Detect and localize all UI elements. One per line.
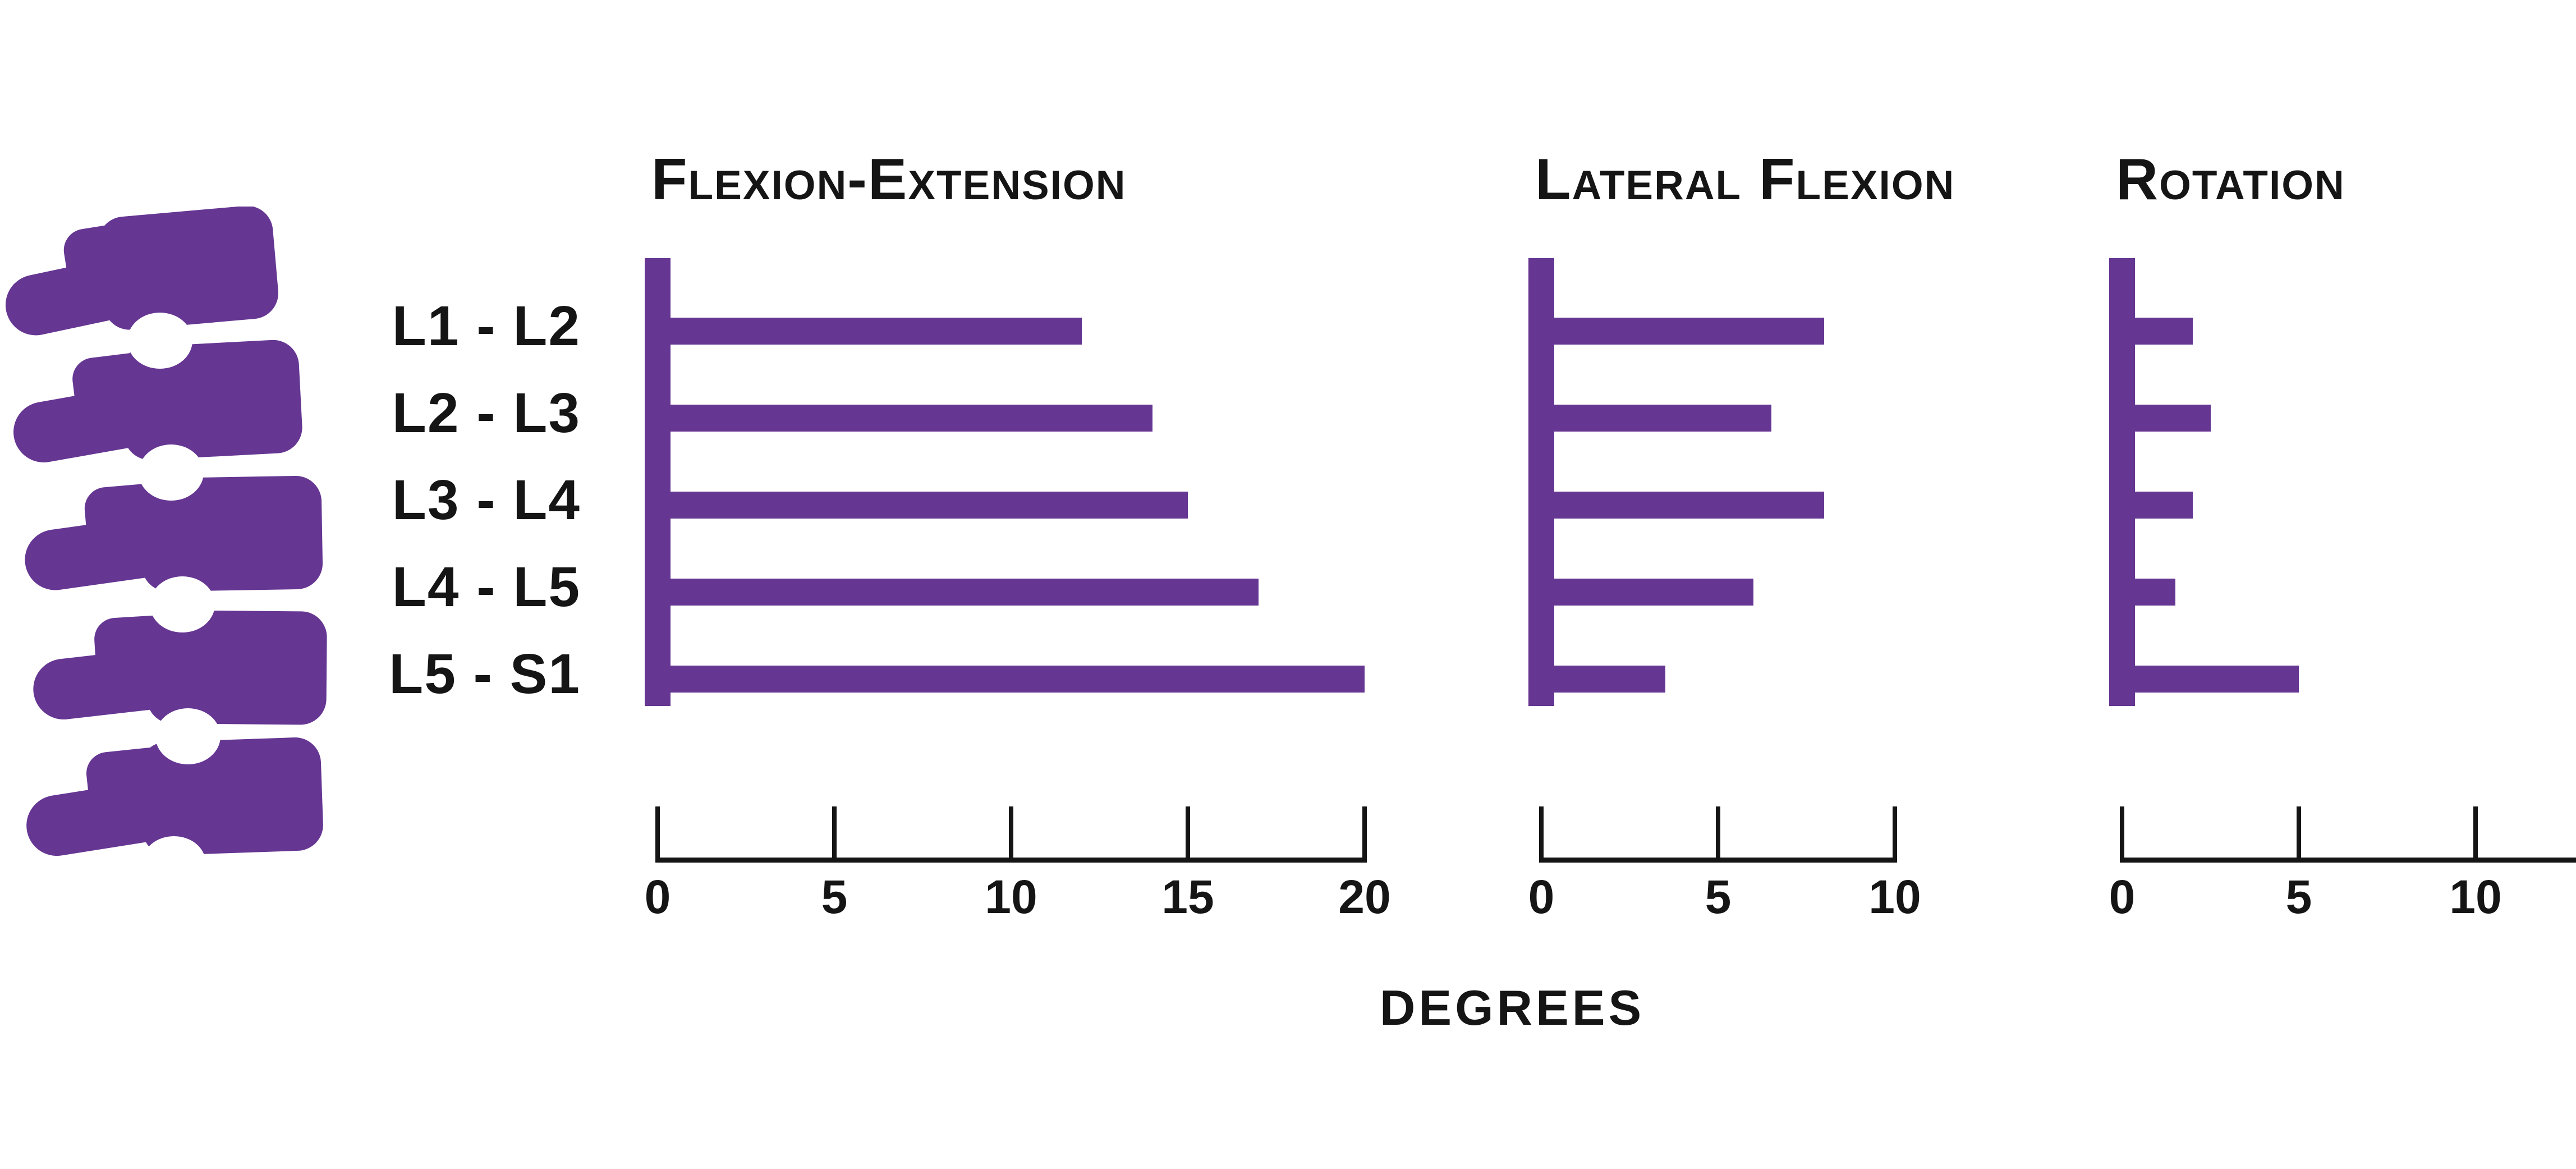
bar-l3-l4 — [2109, 492, 2193, 519]
x-axis-tick-15 — [1186, 806, 1190, 863]
x-axis-tick-10 — [2473, 806, 2478, 863]
segment-label-l3-l4: L3 - L4 — [392, 469, 581, 531]
x-axis-tick-5 — [1716, 806, 1720, 863]
bar-l4-l5 — [2109, 579, 2175, 606]
x-axis-tick-label-5: 5 — [1705, 870, 1732, 923]
facet-joint-notch — [143, 836, 205, 883]
x-axis-tick-label-10: 10 — [2449, 870, 2502, 923]
segment-label-l5-s1: L5 - S1 — [389, 643, 581, 705]
segment-label-l2-l3: L2 - L3 — [392, 382, 581, 444]
bar-l2-l3 — [2109, 405, 2211, 432]
bar-l3-l4 — [1528, 492, 1824, 519]
facet-joint-notch — [139, 444, 204, 501]
chart-title-flexion-extension: Flexion-Extension — [651, 147, 1127, 212]
facet-joint-notch — [150, 576, 215, 632]
bar-l5-s1 — [2109, 666, 2299, 693]
segment-label-l1-l2: L1 - L2 — [392, 295, 581, 357]
x-axis-unit-label: DEGREES — [1379, 980, 1645, 1035]
vertebra-l4 — [33, 610, 327, 725]
x-axis-tick-label-0: 0 — [2109, 870, 2136, 923]
facet-joint-notch — [127, 313, 192, 369]
x-axis-tick-0 — [2120, 806, 2124, 863]
x-axis-tick-10 — [1009, 806, 1013, 863]
bar-l2-l3 — [645, 405, 1152, 432]
chart-title-lateral-flexion: Lateral Flexion — [1535, 147, 1955, 212]
x-axis-tick-20 — [1362, 806, 1367, 863]
vertebra-l3 — [25, 475, 323, 592]
x-axis-tick-10 — [1893, 806, 1897, 863]
bar-l5-s1 — [1528, 666, 1665, 693]
facet-joint-notch — [155, 708, 221, 764]
x-axis-tick-0 — [1539, 806, 1544, 863]
x-axis-tick-5 — [2297, 806, 2301, 863]
bar-l2-l3 — [1528, 405, 1771, 432]
bar-l1-l2 — [645, 318, 1082, 345]
x-axis-tick-label-15: 15 — [1161, 870, 1214, 923]
bar-l3-l4 — [645, 492, 1188, 519]
vertebra-l5 — [26, 737, 323, 856]
x-axis-tick-5 — [832, 806, 837, 863]
vertebra-l2 — [13, 340, 302, 462]
lumbar-spine-illustration — [5, 207, 327, 883]
x-axis-tick-0 — [655, 806, 660, 863]
chart-title-rotation: Rotation — [2116, 147, 2345, 212]
vertebra-l1 — [5, 207, 279, 336]
x-axis-baseline — [2120, 858, 2576, 863]
x-axis-tick-label-0: 0 — [1528, 870, 1555, 923]
bar-l4-l5 — [1528, 579, 1753, 606]
x-axis-tick-label-5: 5 — [2285, 870, 2312, 923]
bar-l1-l2 — [2109, 318, 2193, 345]
bar-l4-l5 — [645, 579, 1259, 606]
x-axis-tick-label-0: 0 — [644, 870, 671, 923]
segment-label-l4-l5: L4 - L5 — [392, 556, 581, 618]
x-axis-tick-label-10: 10 — [985, 870, 1037, 923]
bar-l5-s1 — [645, 666, 1365, 693]
x-axis-tick-label-20: 20 — [1338, 870, 1391, 923]
bar-l1-l2 — [1528, 318, 1824, 345]
x-axis-tick-label-5: 5 — [821, 870, 848, 923]
x-axis-tick-label-10: 10 — [1868, 870, 1921, 923]
